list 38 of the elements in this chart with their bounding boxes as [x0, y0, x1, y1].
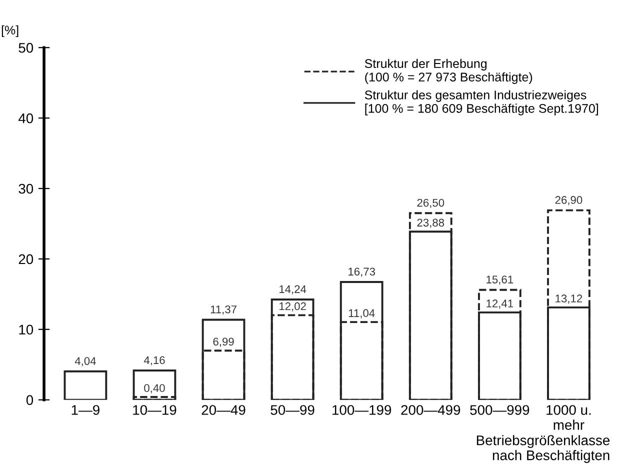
- y-tick-label: 10: [19, 324, 34, 335]
- legend-label: Struktur der Erhebung (100 % = 27 973 Beschäftigte): [364, 58, 532, 84]
- data-label: 11,37: [210, 305, 236, 315]
- x-tick-label: 10—19: [133, 405, 176, 415]
- data-label: 26,50: [417, 198, 444, 208]
- y-tick-label: 20: [18, 254, 34, 264]
- data-label: 26,90: [555, 196, 582, 206]
- data-label: 6,99: [213, 338, 234, 347]
- data-label: 11,04: [348, 309, 375, 318]
- bar: [340, 281, 384, 400]
- y-tick-label: 30: [18, 184, 34, 194]
- x-tick-label: 100—199: [332, 405, 392, 415]
- data-label: 16,73: [348, 268, 376, 277]
- x-tick-label: 50—99: [270, 405, 314, 415]
- data-label: 0,40: [144, 384, 165, 394]
- y-tick-label: 40: [18, 113, 34, 124]
- data-label: 12,41: [486, 300, 514, 309]
- data-label: 15,61: [486, 276, 514, 285]
- data-label: 4,16: [144, 356, 165, 366]
- data-label: 23,88: [417, 218, 444, 228]
- bar: [132, 370, 176, 400]
- x-tick-label: 1000 u. mehr: [546, 405, 591, 430]
- x-tick-label: 200—499: [401, 405, 460, 415]
- y-axis-title: [%]: [2, 25, 18, 38]
- y-tick-label: 50: [18, 42, 34, 53]
- data-label: 12,02: [280, 302, 306, 312]
- x-tick-label: 1—9: [72, 405, 100, 415]
- data-label: 4,04: [74, 357, 96, 366]
- data-label: 13,12: [556, 294, 582, 304]
- data-label: 14,24: [280, 285, 306, 294]
- bar: [270, 298, 314, 400]
- bar: [64, 370, 108, 400]
- legend-label: Struktur des gesamten Industriezweiges [100 % = 180 609 Beschäftigte Sept.1970]: [364, 90, 598, 116]
- y-tick-label: 0: [26, 395, 34, 406]
- x-axis-title: Betriebsgrößenklasse nach Beschäftigten: [476, 435, 610, 463]
- x-tick-label: 500—999: [470, 405, 530, 415]
- bar: [202, 318, 246, 400]
- x-tick-label: 20—49: [202, 405, 246, 415]
